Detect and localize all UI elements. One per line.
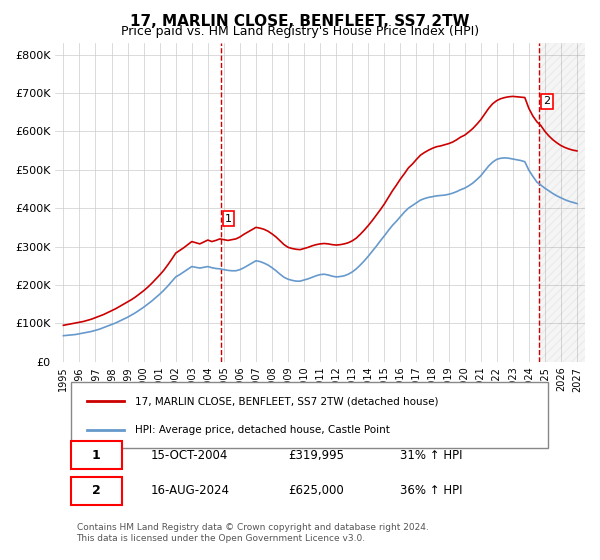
Text: 17, MARLIN CLOSE, BENFLEET, SS7 2TW (detached house): 17, MARLIN CLOSE, BENFLEET, SS7 2TW (det… (135, 396, 439, 406)
Text: 2: 2 (543, 96, 550, 106)
Text: 31% ↑ HPI: 31% ↑ HPI (400, 449, 462, 461)
Text: £319,995: £319,995 (289, 449, 344, 461)
FancyBboxPatch shape (71, 441, 122, 469)
Text: 2: 2 (92, 484, 101, 497)
Text: 15-OCT-2004: 15-OCT-2004 (151, 449, 228, 461)
FancyBboxPatch shape (71, 477, 122, 505)
Text: 36% ↑ HPI: 36% ↑ HPI (400, 484, 462, 497)
Text: 1: 1 (225, 213, 232, 223)
Text: HPI: Average price, detached house, Castle Point: HPI: Average price, detached house, Cast… (135, 425, 389, 435)
FancyBboxPatch shape (71, 381, 548, 448)
Text: 17, MARLIN CLOSE, BENFLEET, SS7 2TW: 17, MARLIN CLOSE, BENFLEET, SS7 2TW (130, 14, 470, 29)
Text: 16-AUG-2024: 16-AUG-2024 (151, 484, 230, 497)
Text: £625,000: £625,000 (289, 484, 344, 497)
Text: 1: 1 (92, 449, 101, 461)
Text: Contains HM Land Registry data © Crown copyright and database right 2024.
This d: Contains HM Land Registry data © Crown c… (77, 523, 428, 543)
Text: Price paid vs. HM Land Registry's House Price Index (HPI): Price paid vs. HM Land Registry's House … (121, 25, 479, 38)
